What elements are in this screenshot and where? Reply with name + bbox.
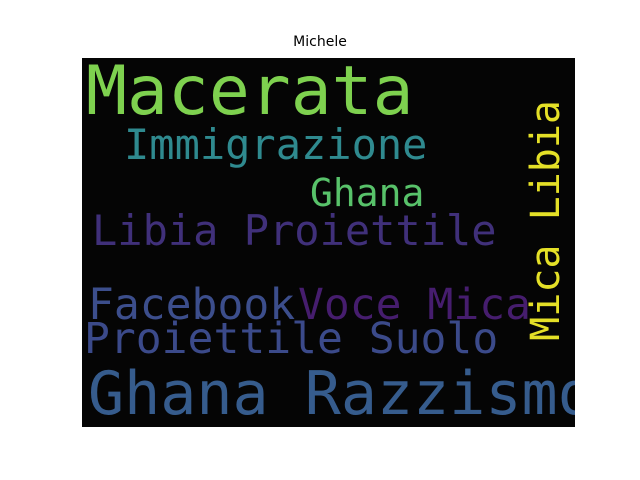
- word-macerata: Macerata: [86, 58, 414, 131]
- word-mica-libia: Mica Libia: [523, 100, 569, 341]
- word-ghana-razzismo: Ghana Razzismo: [88, 359, 575, 427]
- word-proiettile-suolo: Proiettile Suolo: [84, 314, 499, 364]
- word-facebook: Facebook: [88, 280, 296, 330]
- word-ghana: Ghana: [310, 171, 425, 215]
- chart-title: Michele: [293, 34, 347, 50]
- word-voce-mica: Voce Mica: [298, 280, 531, 330]
- word-libia-proiettile: Libia Proiettile: [92, 206, 497, 255]
- word-cloud: Macerata Immigrazione Ghana Libia Proiet…: [82, 58, 575, 427]
- word-immigrazione: Immigrazione: [124, 120, 428, 169]
